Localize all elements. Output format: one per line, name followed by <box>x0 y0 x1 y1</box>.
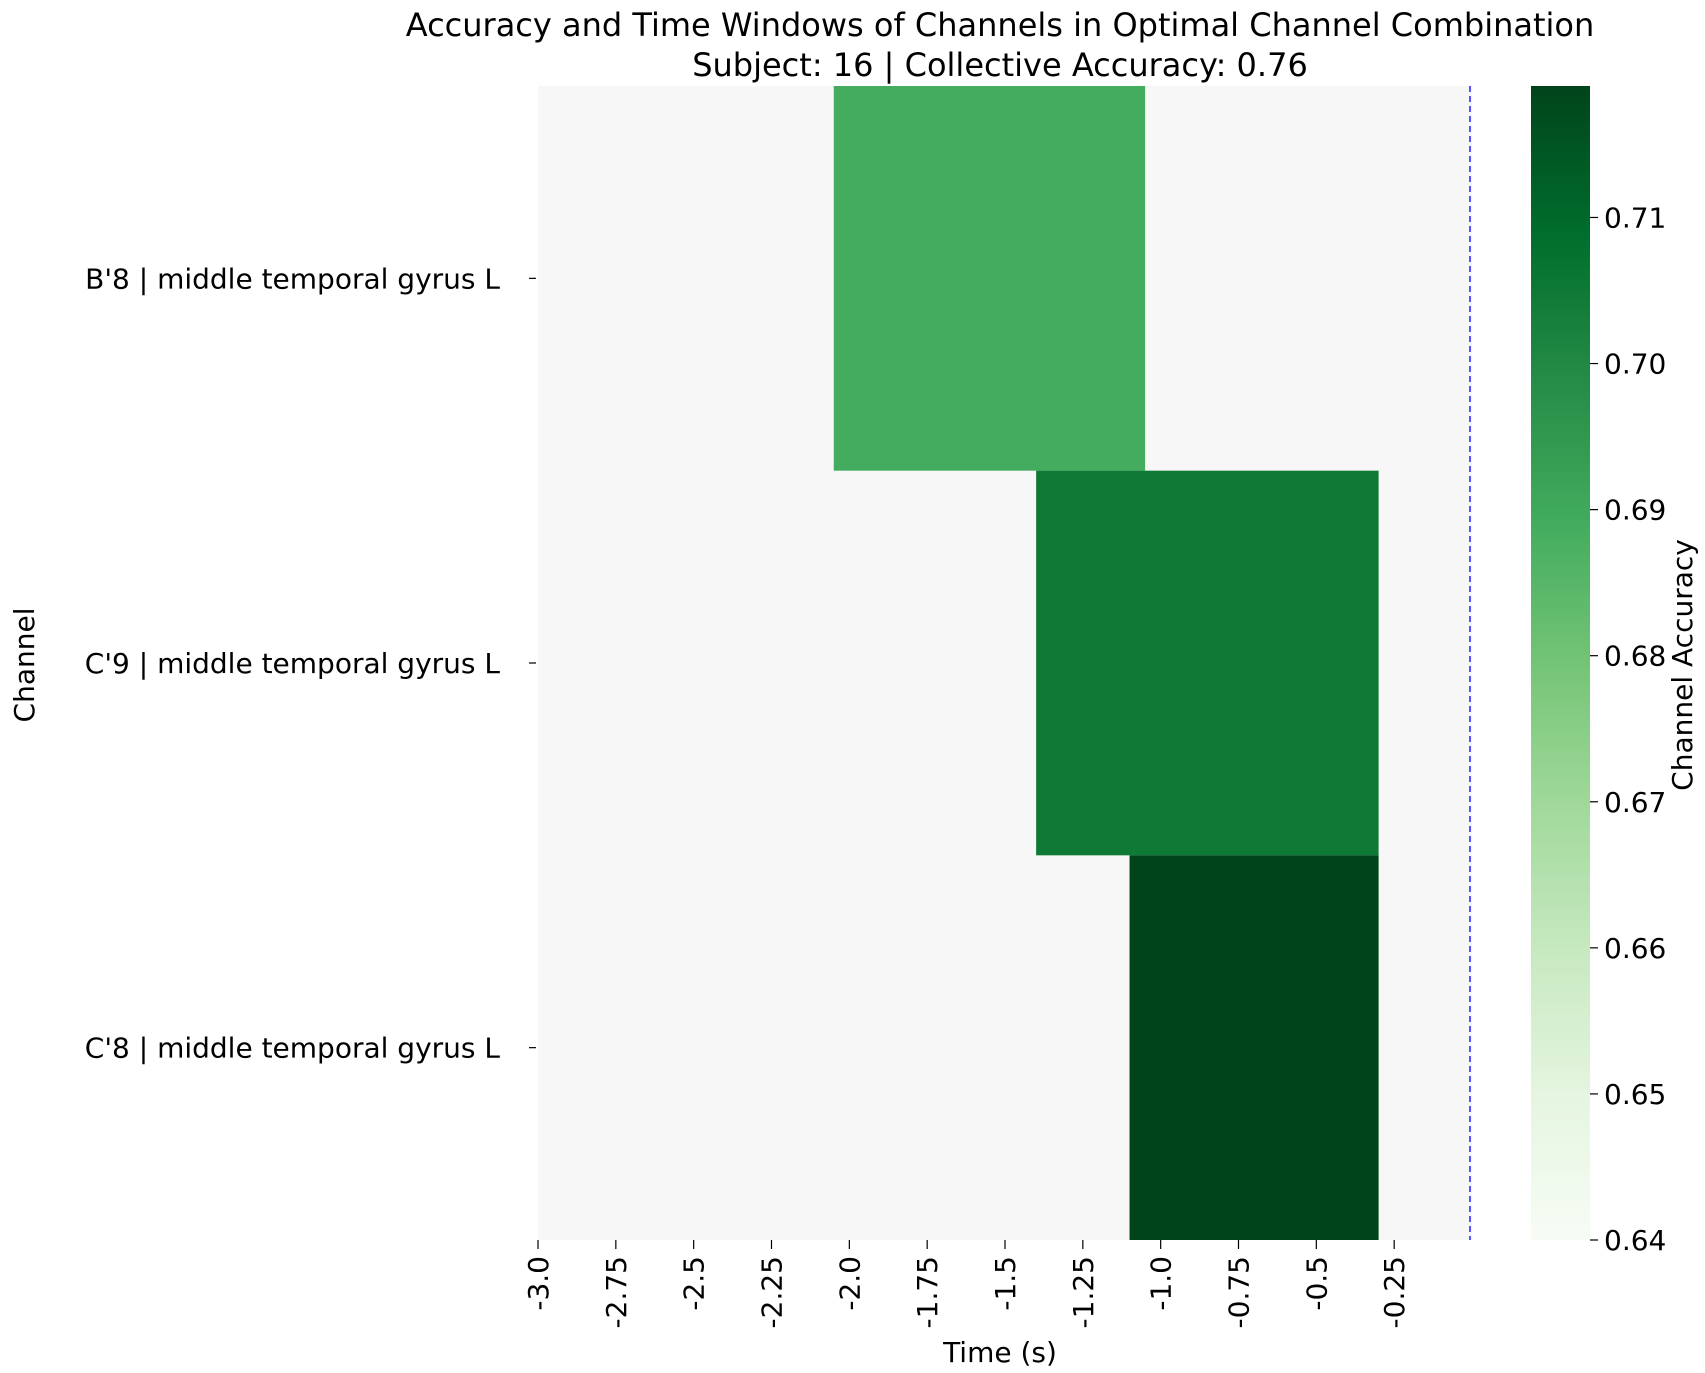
x-tick-label: -2.5 <box>678 1256 711 1311</box>
colorbar-tick-label: 0.65 <box>1604 1078 1666 1111</box>
colorbar-label: Channel Accuracy <box>1666 539 1699 791</box>
x-tick-label: -0.25 <box>1378 1256 1411 1328</box>
colorbar: 0.64 0.65 0.66 0.67 0.68 0.69 0.70 0.71 <box>1531 86 1666 1257</box>
x-tick-label: -1.0 <box>1145 1256 1178 1311</box>
heatmap-cell <box>1129 855 1379 1240</box>
colorbar-tick-label: 0.67 <box>1604 786 1666 819</box>
y-tick-label: C'9 | middle temporal gyrus L <box>85 647 501 680</box>
x-tick-label: -2.75 <box>600 1256 633 1328</box>
x-tick-label: -1.25 <box>1067 1256 1100 1328</box>
chart-title: Accuracy and Time Windows of Channels in… <box>406 6 1595 44</box>
x-tick-label: -2.25 <box>756 1256 789 1328</box>
y-axis-label: Channel <box>8 608 41 723</box>
y-tick-label: B'8 | middle temporal gyrus L <box>85 262 500 295</box>
colorbar-tick-label: 0.64 <box>1604 1224 1666 1257</box>
heatmap-cell <box>1036 470 1379 856</box>
plot-area: B'8 | middle temporal gyrus L C'9 | middl… <box>85 86 1472 1328</box>
x-tick-label: -1.75 <box>911 1256 944 1328</box>
colorbar-gradient <box>1531 86 1590 1240</box>
x-tick-label: -1.5 <box>989 1256 1022 1311</box>
heatmap-cell <box>833 86 1146 471</box>
colorbar-tick-label: 0.68 <box>1604 640 1666 673</box>
x-tick-label: -0.75 <box>1223 1256 1256 1328</box>
colorbar-tick-label: 0.69 <box>1604 494 1666 527</box>
chart-subtitle: Subject: 16 | Collective Accuracy: 0.76 <box>692 46 1308 84</box>
colorbar-tick-label: 0.66 <box>1604 932 1666 965</box>
colorbar-tick-label: 0.71 <box>1604 201 1666 234</box>
y-tick-label: C'8 | middle temporal gyrus L <box>85 1032 501 1065</box>
x-tick-label: -3.0 <box>522 1256 555 1311</box>
x-tick-label: -2.0 <box>833 1256 866 1311</box>
x-tick-label: -0.5 <box>1300 1256 1333 1311</box>
colorbar-tick-label: 0.70 <box>1604 348 1666 381</box>
x-axis-label: Time (s) <box>942 1336 1057 1369</box>
